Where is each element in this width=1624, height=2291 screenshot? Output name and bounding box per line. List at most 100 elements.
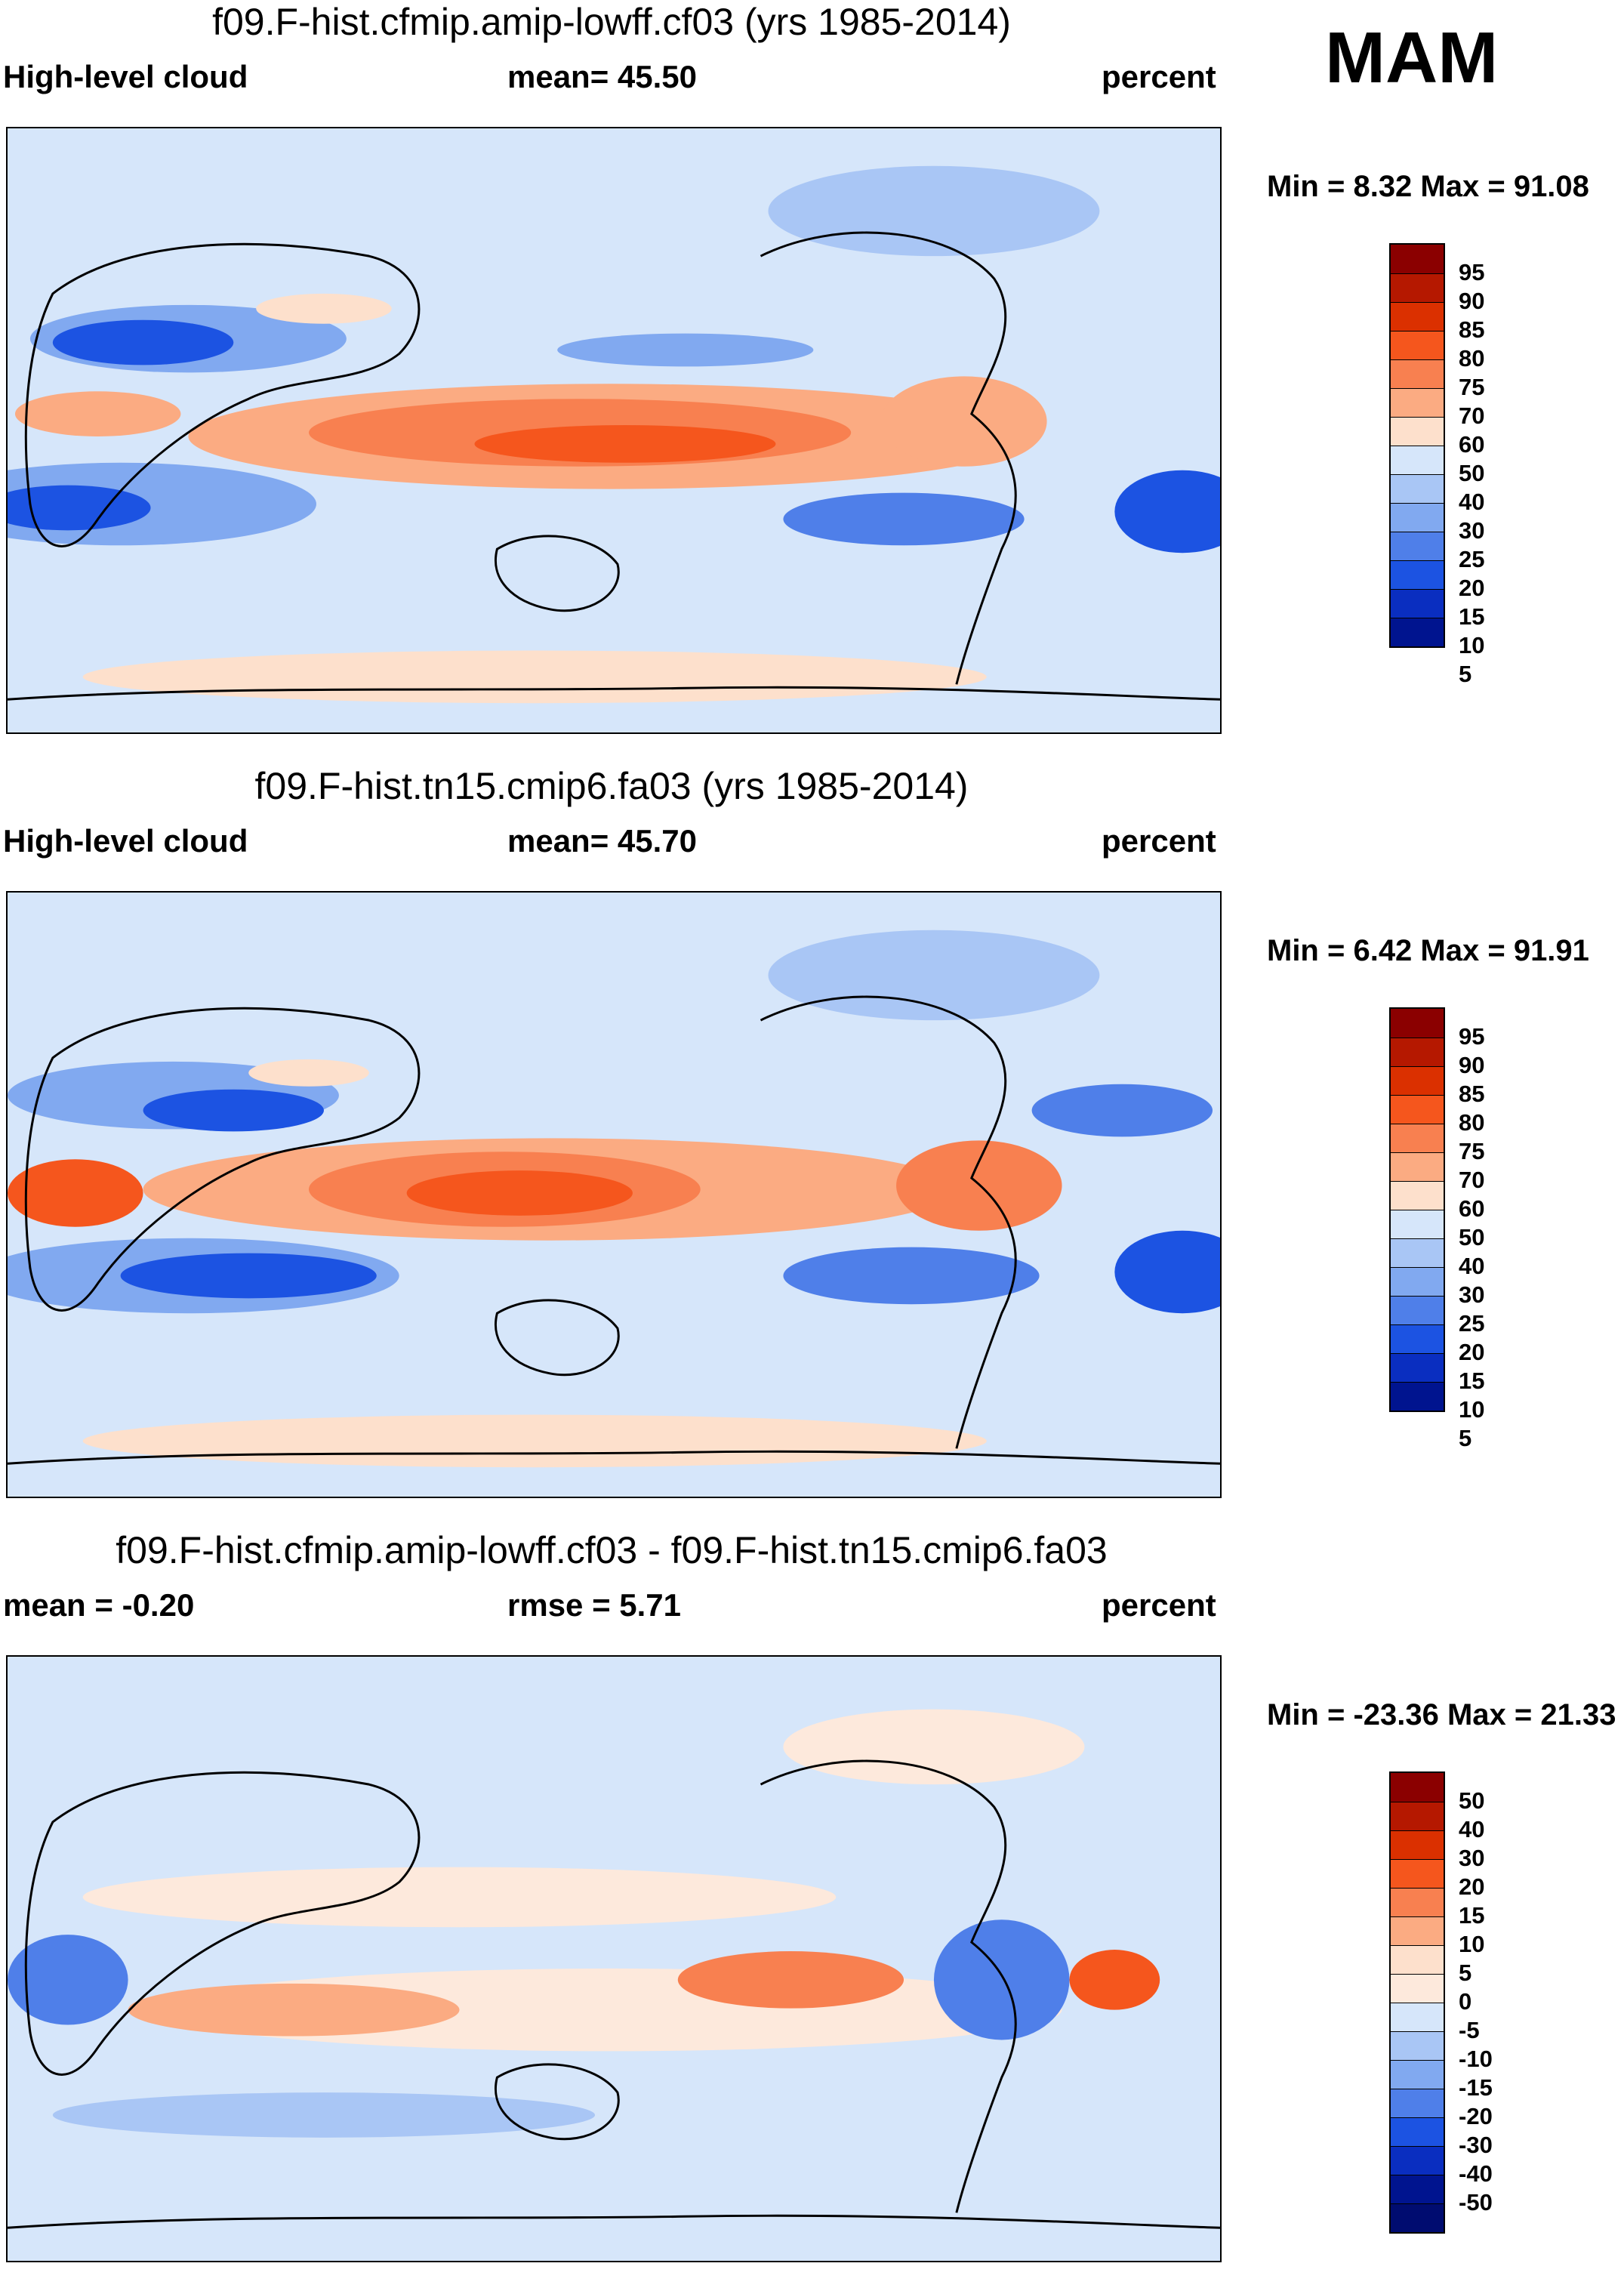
colorbar-box bbox=[1391, 359, 1444, 388]
field-high-core bbox=[474, 425, 776, 463]
min-max-label: Min = -23.36 Max = 21.33 bbox=[1267, 1698, 1616, 1731]
colorbar-tick-label: -10 bbox=[1459, 2046, 1493, 2072]
colorbar-tick-label: 50 bbox=[1459, 1224, 1485, 1250]
colorbar-tick-label: 95 bbox=[1459, 1023, 1485, 1050]
colorbar-tick-label: 10 bbox=[1459, 1931, 1485, 1957]
field-pos-pacific bbox=[677, 1951, 904, 2009]
variable-label: High-level cloud bbox=[3, 823, 248, 859]
colorbar-tick-label: 70 bbox=[1459, 402, 1485, 429]
colorbar-tick-label: 85 bbox=[1459, 1081, 1485, 1107]
colorbar-box bbox=[1391, 1830, 1444, 1859]
map-field bbox=[8, 128, 1220, 732]
map-plot bbox=[6, 891, 1222, 1498]
colorbar-box bbox=[1391, 1859, 1444, 1888]
map-field bbox=[8, 1657, 1220, 2261]
colorbar-tick-label: 10 bbox=[1459, 632, 1485, 658]
colorbar-box bbox=[1391, 532, 1444, 560]
coastline-eurasia-africa bbox=[24, 242, 421, 547]
min-max-label: Min = 8.32 Max = 91.08 bbox=[1267, 170, 1589, 203]
colorbar-box bbox=[1391, 1009, 1444, 1038]
field-low-east bbox=[1114, 470, 1220, 553]
colorbar-tick-label: 15 bbox=[1459, 1368, 1485, 1394]
colorbar-tick-label: 25 bbox=[1459, 1310, 1485, 1337]
field-low-core bbox=[143, 1089, 324, 1132]
colorbar-box bbox=[1391, 1945, 1444, 1974]
field-neg-africa bbox=[8, 1935, 128, 2025]
colorbar-box bbox=[1391, 1802, 1444, 1830]
field-high-africa bbox=[8, 1159, 143, 1227]
mean-label: mean= 45.70 bbox=[507, 823, 698, 859]
units-label: percent bbox=[1102, 1587, 1216, 1623]
field-low-north-pacific bbox=[557, 333, 814, 367]
colorbar-box bbox=[1391, 1124, 1444, 1152]
colorbar-box bbox=[1391, 2175, 1444, 2203]
panel-difference: f09.F-hist.cfmip.amip-lowff.cf03 - f09.F… bbox=[0, 1528, 1624, 2291]
coastline-americas bbox=[760, 1759, 1017, 2213]
colorbar-tick-label: 70 bbox=[1459, 1167, 1485, 1193]
field-low-atlantic bbox=[1031, 1084, 1213, 1137]
coastline-antarctica bbox=[8, 2214, 1220, 2229]
colorbar-tick-label: 50 bbox=[1459, 460, 1485, 486]
colorbar-tick-label: 60 bbox=[1459, 431, 1485, 458]
colorbar-tick-label: 90 bbox=[1459, 288, 1485, 314]
colorbar-box bbox=[1391, 1324, 1444, 1353]
field-low-core bbox=[52, 319, 234, 365]
colorbar-box bbox=[1391, 474, 1444, 503]
panel-model-b: f09.F-hist.tn15.cmip6.fa03 (yrs 1985-201… bbox=[0, 764, 1624, 1527]
mean-label: mean = -0.20 bbox=[3, 1587, 195, 1623]
coastline-australia bbox=[495, 2063, 620, 2141]
colorbar bbox=[1389, 1007, 1445, 1412]
field-high-africa bbox=[14, 391, 181, 436]
colorbar-box bbox=[1391, 589, 1444, 618]
colorbar-tick-label: 75 bbox=[1459, 374, 1485, 400]
colorbar-tick-label: 0 bbox=[1459, 1988, 1472, 2015]
colorbar-tick-label: -40 bbox=[1459, 2160, 1493, 2187]
colorbar-box bbox=[1391, 1353, 1444, 1382]
colorbar-tick-label: 5 bbox=[1459, 661, 1472, 687]
colorbar-tick-label: 95 bbox=[1459, 259, 1485, 285]
panel-model-a: f09.F-hist.cfmip.amip-lowff.cf03 (yrs 19… bbox=[0, 0, 1624, 763]
field-pos-atlantic bbox=[1069, 1950, 1160, 2010]
coastline-antarctica bbox=[8, 686, 1220, 701]
field-neg-south bbox=[52, 2092, 596, 2138]
colorbar-tick-label: 90 bbox=[1459, 1052, 1485, 1078]
field-neg-america bbox=[933, 1919, 1070, 2040]
colorbar-tick-label: 75 bbox=[1459, 1138, 1485, 1164]
field-low-south-core bbox=[120, 1253, 377, 1299]
field-low-pacific bbox=[783, 1247, 1040, 1305]
colorbar-tick-label: 30 bbox=[1459, 1845, 1485, 1871]
field-pos-arctic bbox=[783, 1709, 1085, 1785]
colorbar-box bbox=[1391, 2117, 1444, 2146]
colorbar-tick-label: 30 bbox=[1459, 1281, 1485, 1308]
colorbar-tick-label: -5 bbox=[1459, 2017, 1480, 2043]
colorbar-tick-label: -30 bbox=[1459, 2132, 1493, 2158]
colorbar-box bbox=[1391, 417, 1444, 446]
colorbar-box bbox=[1391, 273, 1444, 302]
colorbar-tick-label: 40 bbox=[1459, 1253, 1485, 1279]
colorbar-tick-label: 50 bbox=[1459, 1787, 1485, 1814]
field-pos-band-north bbox=[82, 1867, 837, 1928]
coastline-americas bbox=[760, 231, 1017, 685]
colorbar-box bbox=[1391, 1238, 1444, 1267]
colorbar-tick-label: 25 bbox=[1459, 546, 1485, 572]
colorbar-box bbox=[1391, 302, 1444, 331]
coastline-eurasia-africa bbox=[24, 1771, 421, 2076]
colorbar-box bbox=[1391, 2203, 1444, 2232]
colorbar-box bbox=[1391, 2089, 1444, 2117]
field-low-pacific bbox=[783, 492, 1025, 546]
field-high-patch bbox=[256, 293, 392, 324]
colorbar-box bbox=[1391, 1382, 1444, 1411]
colorbar-box bbox=[1391, 2060, 1444, 2089]
colorbar-box bbox=[1391, 1296, 1444, 1324]
colorbar-box bbox=[1391, 245, 1444, 273]
map-plot bbox=[6, 127, 1222, 734]
colorbar-box bbox=[1391, 1974, 1444, 2003]
field-high-america bbox=[881, 376, 1047, 467]
colorbar-tick-label: 10 bbox=[1459, 1396, 1485, 1423]
panel-title: f09.F-hist.tn15.cmip6.fa03 (yrs 1985-201… bbox=[254, 765, 969, 807]
colorbar-tick-label: 40 bbox=[1459, 1816, 1485, 1842]
field-high-core bbox=[406, 1170, 633, 1216]
mean-label: mean= 45.50 bbox=[507, 59, 698, 94]
colorbar-tick-label: -15 bbox=[1459, 2074, 1493, 2101]
field-high-antarctic bbox=[82, 650, 987, 704]
